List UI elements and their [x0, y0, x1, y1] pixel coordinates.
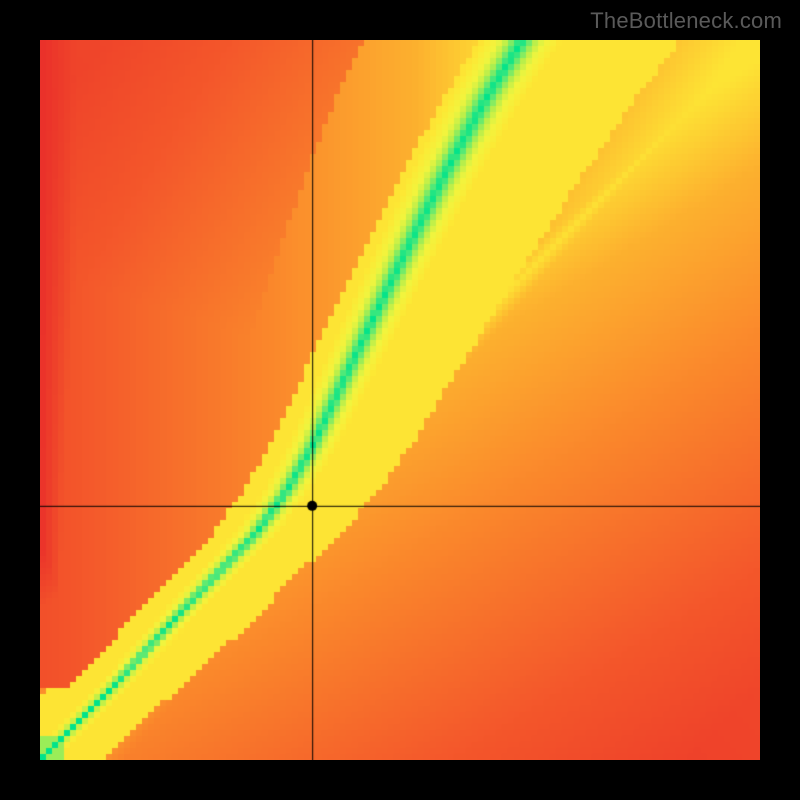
- chart-container: TheBottleneck.com: [0, 0, 800, 800]
- bottleneck-heatmap: [40, 40, 760, 760]
- watermark-text: TheBottleneck.com: [590, 8, 782, 34]
